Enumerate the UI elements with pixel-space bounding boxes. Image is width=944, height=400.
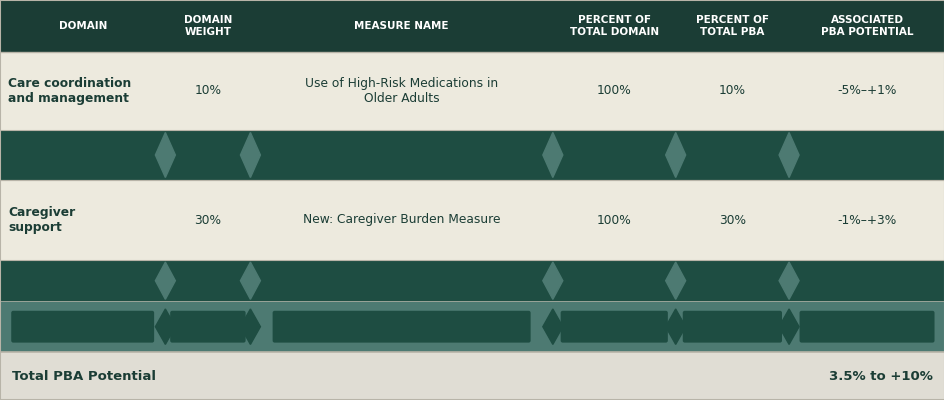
Text: ASSOCIATED
PBA POTENTIAL: ASSOCIATED PBA POTENTIAL	[820, 15, 912, 37]
FancyBboxPatch shape	[682, 139, 782, 171]
Text: Caregiver
support: Caregiver support	[8, 206, 76, 234]
FancyBboxPatch shape	[272, 267, 531, 294]
Text: 10%: 10%	[718, 84, 745, 98]
Text: MEASURE NAME: MEASURE NAME	[354, 21, 448, 31]
Text: 30%: 30%	[718, 214, 745, 226]
Polygon shape	[542, 309, 563, 344]
Polygon shape	[778, 132, 799, 178]
Bar	[0, 130, 944, 180]
FancyBboxPatch shape	[560, 139, 667, 171]
FancyBboxPatch shape	[560, 267, 667, 294]
FancyBboxPatch shape	[799, 267, 934, 294]
Polygon shape	[155, 262, 176, 299]
Text: PERCENT OF
TOTAL DOMAIN: PERCENT OF TOTAL DOMAIN	[569, 15, 658, 37]
FancyBboxPatch shape	[11, 139, 154, 171]
FancyBboxPatch shape	[799, 311, 934, 343]
Bar	[0, 0, 944, 52]
Text: 100%: 100%	[597, 84, 631, 98]
Polygon shape	[542, 132, 563, 178]
FancyBboxPatch shape	[11, 311, 154, 343]
Text: PERCENT OF
TOTAL PBA: PERCENT OF TOTAL PBA	[695, 15, 768, 37]
FancyBboxPatch shape	[170, 267, 245, 294]
FancyBboxPatch shape	[11, 267, 154, 294]
Text: Total PBA Potential: Total PBA Potential	[12, 370, 156, 382]
FancyBboxPatch shape	[799, 139, 934, 171]
Text: 3.5% to +10%: 3.5% to +10%	[828, 370, 932, 382]
Text: DOMAIN: DOMAIN	[59, 21, 107, 31]
Text: Care coordination
and management: Care coordination and management	[8, 77, 131, 105]
Polygon shape	[665, 309, 685, 344]
Text: -5%–+1%: -5%–+1%	[836, 84, 896, 98]
Polygon shape	[542, 262, 563, 299]
FancyBboxPatch shape	[170, 311, 245, 343]
Bar	[0, 302, 944, 352]
FancyBboxPatch shape	[170, 139, 245, 171]
Text: Use of High-Risk Medications in
Older Adults: Use of High-Risk Medications in Older Ad…	[305, 77, 497, 105]
Polygon shape	[778, 309, 799, 344]
FancyBboxPatch shape	[272, 311, 531, 343]
Polygon shape	[665, 132, 685, 178]
FancyBboxPatch shape	[272, 139, 531, 171]
Text: DOMAIN
WEIGHT: DOMAIN WEIGHT	[183, 15, 232, 37]
Polygon shape	[155, 132, 176, 178]
Text: 10%: 10%	[194, 84, 221, 98]
Polygon shape	[240, 262, 261, 299]
FancyBboxPatch shape	[682, 267, 782, 294]
Polygon shape	[778, 262, 799, 299]
Text: New: Caregiver Burden Measure: New: Caregiver Burden Measure	[303, 214, 499, 226]
Bar	[0, 352, 944, 400]
Text: -1%–+3%: -1%–+3%	[836, 214, 896, 226]
FancyBboxPatch shape	[560, 311, 667, 343]
Polygon shape	[240, 309, 261, 344]
Bar	[0, 260, 944, 302]
Bar	[0, 52, 944, 130]
FancyBboxPatch shape	[682, 311, 782, 343]
Bar	[0, 180, 944, 260]
Text: 30%: 30%	[194, 214, 221, 226]
Polygon shape	[240, 132, 261, 178]
Polygon shape	[155, 309, 176, 344]
Polygon shape	[665, 262, 685, 299]
Text: 100%: 100%	[597, 214, 631, 226]
